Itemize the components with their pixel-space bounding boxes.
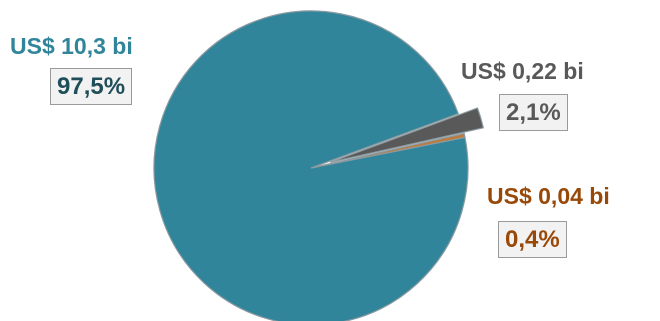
slice-percent-label-2: 0,4%	[498, 221, 567, 258]
slice-amount-label-2: US$ 0,04 bi	[487, 183, 610, 209]
slice-percent-label-1: 2,1%	[499, 94, 568, 131]
slice-amount-label-0: US$ 10,3 bi	[10, 33, 133, 59]
pie-slices	[153, 10, 485, 321]
pie-slice-0	[153, 10, 469, 321]
slice-amount-label-1: US$ 0,22 bi	[461, 58, 584, 84]
slice-percent-label-0: 97,5%	[50, 68, 133, 105]
pie-slice-2	[310, 132, 466, 169]
pie-slice-1	[329, 107, 485, 163]
